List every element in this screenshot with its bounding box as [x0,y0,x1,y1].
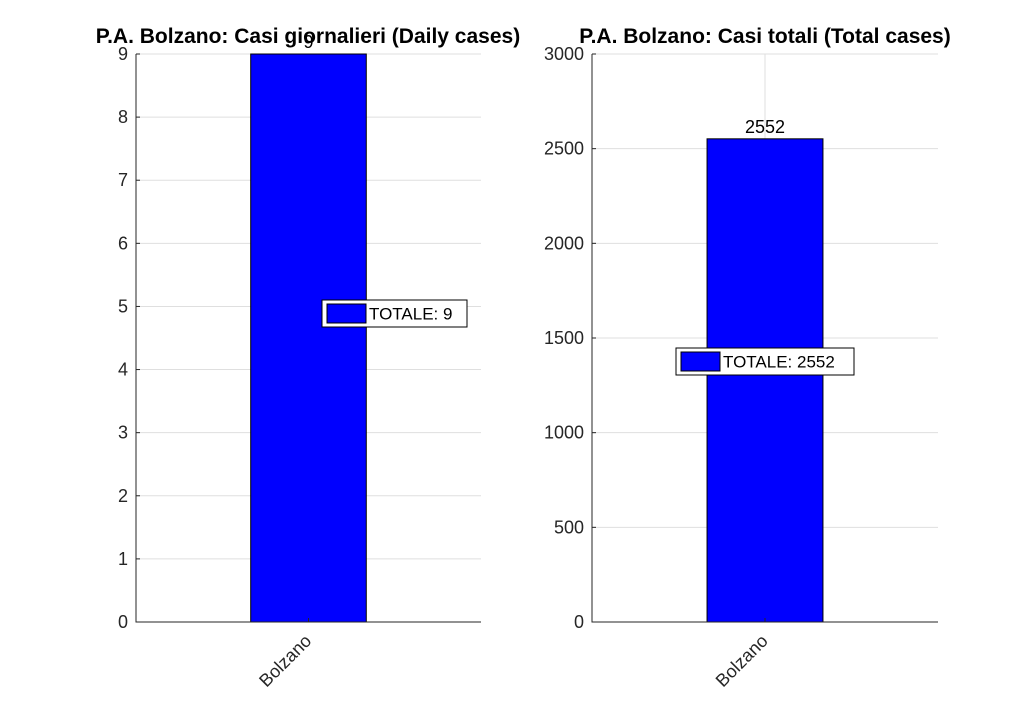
x-tick-label: Bolzano [255,631,315,691]
legend: TOTALE: 2552 [675,347,855,376]
y-tick-label: 8 [118,107,128,127]
y-tick-label: 4 [118,360,128,380]
legend: TOTALE: 9 [321,299,468,328]
y-tick-label: 7 [118,170,128,190]
y-tick-label: 500 [554,517,584,537]
legend-label: TOTALE: 9 [369,305,452,324]
y-tick-label: 3 [118,423,128,443]
chart-title: P.A. Bolzano: Casi totali (Total cases) [579,25,950,48]
legend-swatch [326,303,367,324]
y-tick-label: 1 [118,549,128,569]
y-tick-label: 2500 [544,139,584,159]
bar-bolzano [706,138,824,623]
y-tick-label: 0 [118,612,128,632]
y-tick-label: 3000 [544,44,584,64]
chart-1: 9 0 1 2 3 4 5 6 7 8 9 Bolzano TOTALE: 9 P.A. Bolzano:… [96,25,520,691]
data-label: 9 [303,32,313,52]
legend-label: TOTALE: 2552 [723,353,835,372]
y-tick-label: 2 [118,486,128,506]
data-label: 2552 [745,117,785,137]
chart-title: P.A. Bolzano: Casi giornalieri (Daily ca… [96,25,520,48]
chart-2: 2552 0 500 1000 1500 2000 2500 3000 Bolzano TOTAL… [544,25,951,691]
y-tick-label: 1000 [544,423,584,443]
legend-swatch [680,351,721,372]
x-tick-label: Bolzano [712,631,772,691]
y-tick-label: 6 [118,233,128,253]
y-tick-label: 0 [574,612,584,632]
bar-bolzano [250,53,367,623]
y-tick-label: 5 [118,296,128,316]
y-tick-label: 9 [118,44,128,64]
y-tick-label: 1500 [544,328,584,348]
y-tick-label: 2000 [544,233,584,253]
